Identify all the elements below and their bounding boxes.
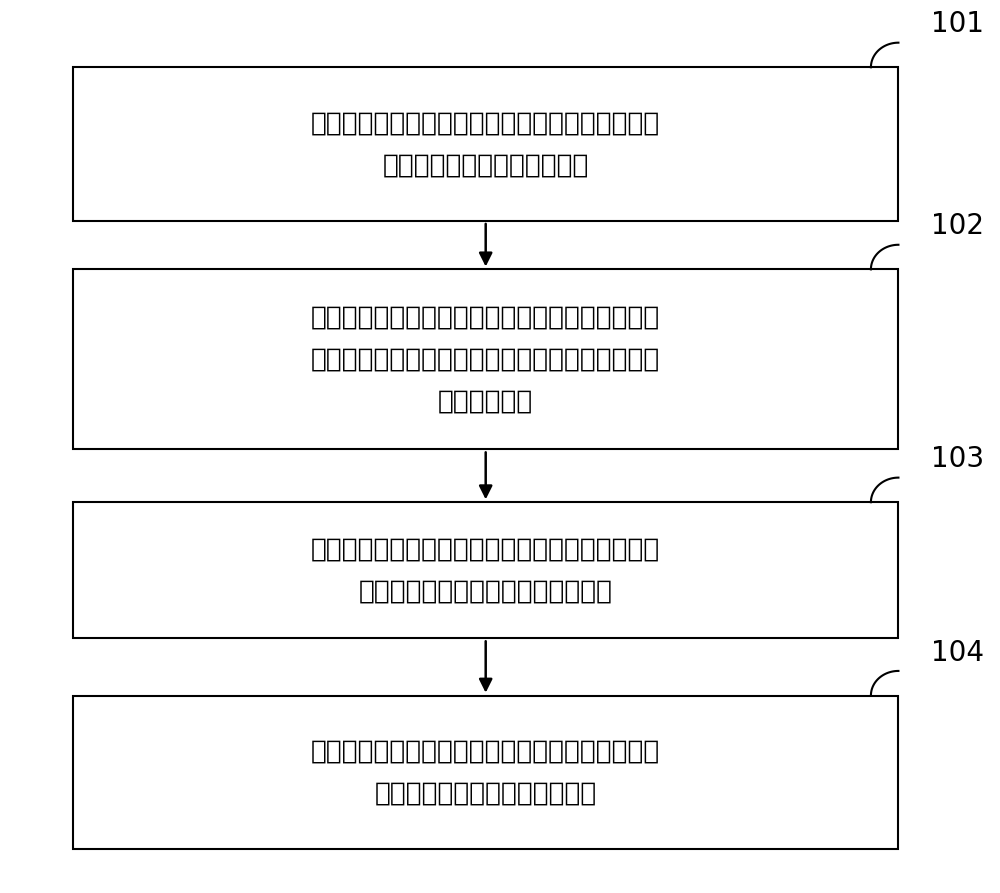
Text: 获取与颅内动脉血管相关的影像数据，通过对影像: 获取与颅内动脉血管相关的影像数据，通过对影像: [311, 110, 660, 136]
Bar: [73, 696, 898, 849]
Text: 个中心线数据: 个中心线数据: [438, 388, 533, 414]
Text: 数据的处理构建三维血管模型: 数据的处理构建三维血管模型: [383, 152, 589, 179]
Text: 103: 103: [931, 446, 984, 473]
Text: ，得到支架的名义直径以及名义长度: ，得到支架的名义直径以及名义长度: [359, 579, 613, 605]
Text: 获取所述三维血管模型中目标区域，并提取目标区: 获取所述三维血管模型中目标区域，并提取目标区: [311, 305, 660, 330]
Text: 104: 104: [931, 638, 984, 666]
Text: 102: 102: [931, 213, 984, 240]
Bar: [73, 502, 898, 638]
Bar: [73, 67, 898, 221]
Bar: [73, 270, 898, 449]
Text: 根据所述支架的名义直径以及名义长度在预设的支: 根据所述支架的名义直径以及名义长度在预设的支: [311, 739, 660, 764]
Text: 根据血管中心线以及各所述中心线数据进行处理后: 根据血管中心线以及各所述中心线数据进行处理后: [311, 536, 660, 563]
Text: 架数据库中获取匹配的支架型号: 架数据库中获取匹配的支架型号: [375, 780, 597, 806]
Text: 101: 101: [931, 11, 984, 38]
Text: 域中的血管中心线以及所述血管中心线上各点的多: 域中的血管中心线以及所述血管中心线上各点的多: [311, 346, 660, 372]
